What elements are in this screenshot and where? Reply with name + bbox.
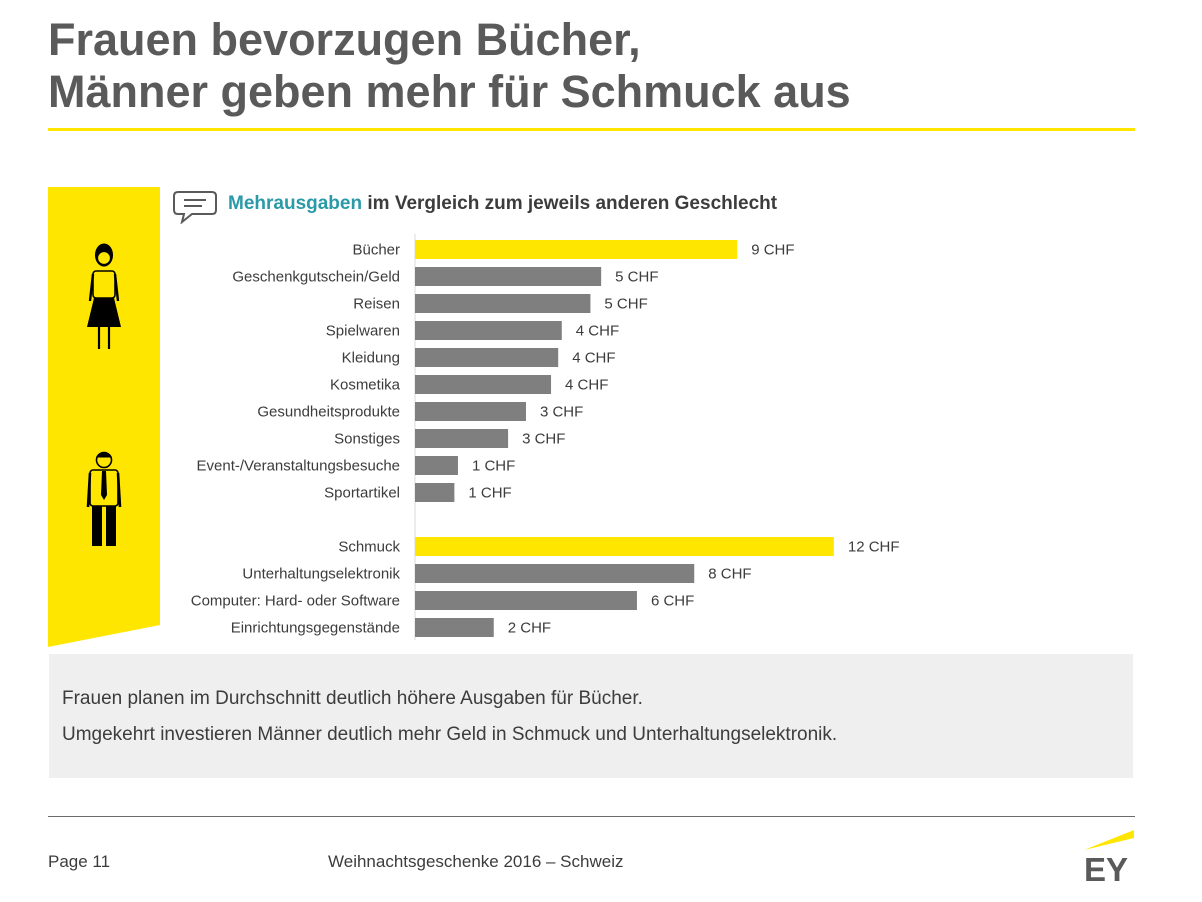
value-label: 1 CHF	[468, 485, 511, 502]
summary-line-2: Umgekehrt investieren Männer deutlich me…	[62, 724, 838, 745]
category-label: Spielwaren	[326, 323, 400, 340]
bar	[415, 402, 526, 421]
bar	[415, 456, 458, 475]
value-label: 12 CHF	[848, 539, 900, 556]
category-label: Sportartikel	[324, 485, 400, 502]
value-label: 4 CHF	[572, 350, 615, 367]
woman-icon	[87, 243, 121, 349]
value-label: 4 CHF	[576, 323, 619, 340]
chart-heading-accent: Mehrausgaben	[228, 193, 363, 214]
category-label: Sonstiges	[334, 431, 400, 448]
summary-box: Frauen planen im Durchschnitt deutlich h…	[49, 654, 1133, 778]
title-line-2: Männer geben mehr für Schmuck aus	[48, 66, 851, 117]
category-label: Schmuck	[338, 539, 400, 556]
value-label: 4 CHF	[565, 377, 608, 394]
footer-divider	[48, 816, 1135, 817]
bar	[415, 618, 494, 637]
speech-bubble-icon	[173, 191, 217, 224]
bar	[415, 294, 591, 313]
bar	[415, 429, 509, 448]
bar	[415, 348, 559, 367]
gender-band	[48, 187, 160, 647]
value-label: 9 CHF	[751, 242, 794, 259]
category-label: Kosmetika	[330, 377, 401, 394]
category-label: Kleidung	[342, 350, 400, 367]
title-line-1: Frauen bevorzugen Bücher,	[48, 14, 641, 65]
bar	[415, 483, 455, 502]
man-icon	[86, 451, 122, 546]
value-label: 3 CHF	[540, 404, 583, 421]
ey-logo-text: EY	[1084, 851, 1128, 884]
bar	[415, 267, 602, 286]
bar	[415, 240, 738, 259]
bar	[415, 591, 637, 610]
value-label: 6 CHF	[651, 593, 694, 610]
category-label: Computer: Hard- oder Software	[191, 593, 400, 610]
category-label: Reisen	[353, 296, 400, 313]
ey-logo-beam	[1084, 830, 1134, 850]
value-label: 3 CHF	[522, 431, 565, 448]
slide-title: Frauen bevorzugen Bücher, Männer geben m…	[48, 14, 851, 118]
category-label: Einrichtungsgegenstände	[231, 620, 400, 637]
category-label: Gesundheitsprodukte	[257, 404, 400, 421]
bar	[415, 375, 552, 394]
bar	[415, 321, 562, 340]
value-label: 5 CHF	[604, 296, 647, 313]
category-label: Geschenkgutschein/Geld	[232, 269, 400, 286]
ey-logo: EY	[1084, 830, 1134, 884]
category-label: Bücher	[352, 242, 400, 259]
summary-line-1: Frauen planen im Durchschnitt deutlich h…	[62, 688, 643, 709]
title-underline	[48, 128, 1135, 131]
footer-document-title: Weihnachtsgeschenke 2016 – Schweiz	[328, 852, 624, 871]
value-label: 1 CHF	[472, 458, 515, 475]
page-number: Page 11	[48, 852, 111, 871]
value-label: 5 CHF	[615, 269, 658, 286]
chart-heading-text: Mehrausgaben im Vergleich zum jeweils an…	[228, 193, 777, 215]
category-label: Unterhaltungselektronik	[242, 566, 400, 583]
bar	[415, 537, 834, 556]
category-label: Event-/Veranstaltungsbesuche	[197, 458, 400, 475]
value-label: 8 CHF	[708, 566, 751, 583]
chart-heading-rest: im Vergleich zum jeweils anderen Geschle…	[362, 193, 778, 214]
bar	[415, 564, 695, 583]
value-label: 2 CHF	[508, 620, 551, 637]
spending-bar-chart: Bücher 9 CHF Geschenkgutschein/Geld 5 CHF Re…	[191, 234, 900, 640]
